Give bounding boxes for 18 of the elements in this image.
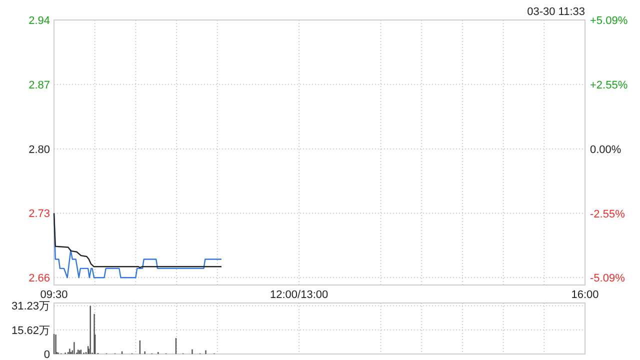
line-series bbox=[53, 212, 222, 268]
y-tick-label: 15.62万 bbox=[11, 324, 50, 337]
x-tick-label: 09:30 bbox=[40, 289, 68, 301]
y2-tick-label: +2.55% bbox=[590, 79, 628, 92]
y-tick-label: 2.73 bbox=[28, 208, 50, 220]
x-tick-label: 12:00/13:00 bbox=[270, 289, 328, 301]
text: 03-30 11:33 bbox=[527, 6, 585, 18]
y2-tick-label: +5.09% bbox=[590, 15, 628, 27]
y-tick-label: 2.94 bbox=[28, 15, 50, 27]
y2-tick-label: -2.55% bbox=[590, 208, 626, 220]
y-tick-label: 2.87 bbox=[28, 79, 50, 92]
y2-tick-label: -5.09% bbox=[590, 272, 626, 285]
x-tick-label: 16:00 bbox=[571, 289, 599, 301]
y-tick-label: 0 bbox=[44, 349, 50, 360]
y-tick-label: 2.80 bbox=[28, 144, 50, 156]
y-tick-label: 2.66 bbox=[28, 272, 50, 285]
y-tick-label: 31.23万 bbox=[11, 300, 50, 313]
y2-tick-label: 0.00% bbox=[590, 144, 622, 156]
